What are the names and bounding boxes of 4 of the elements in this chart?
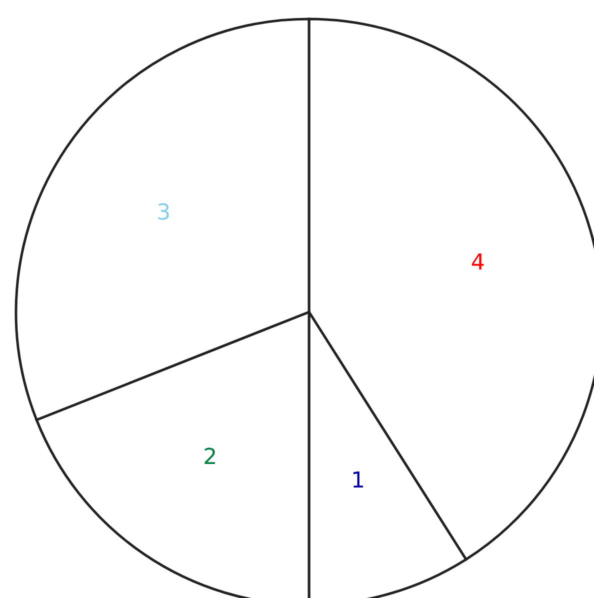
slice-label: 4: [470, 250, 485, 276]
slice-label: 1: [351, 468, 366, 494]
slice-label: 2: [203, 444, 218, 470]
slice-label: 3: [156, 200, 171, 226]
